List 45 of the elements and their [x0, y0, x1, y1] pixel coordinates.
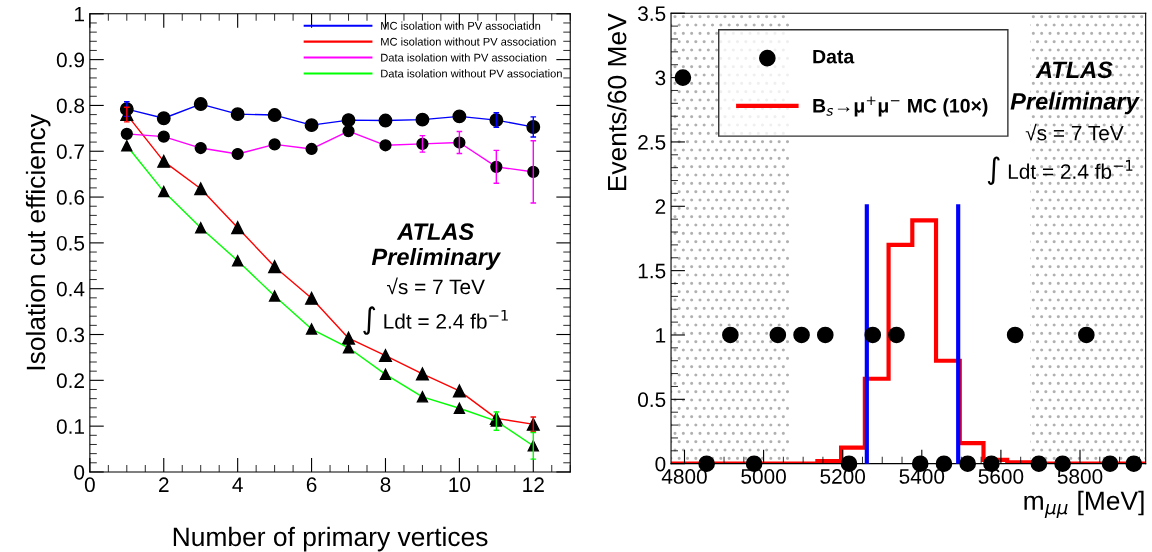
x-tick-label: 6: [306, 477, 317, 493]
x-tick-label: 0: [84, 477, 95, 493]
x-tick-label: 2: [159, 477, 169, 492]
y-tick-label: 0.6: [56, 190, 85, 205]
x-axis-title: Number of primary vertices: [173, 526, 488, 552]
y-tick-label: 3.5: [638, 6, 666, 21]
y-tick-label: 1: [75, 7, 84, 22]
annotation: ∫ Ldt = 2.4 fb$^{−1}$: [363, 306, 508, 335]
y-axis-title: Isolation cut efficiency: [25, 114, 51, 370]
annotation: ATLAS: [396, 223, 474, 241]
y-tick-label: 0.9: [56, 52, 85, 68]
annotation: √s = 7 TeV: [1025, 123, 1124, 141]
y-tick-label: 0.5: [638, 392, 666, 408]
legend-label: B$_{s}$→μ$^{+}$μ$^{−}$ MC (10×): [813, 96, 988, 117]
y-tick-label: 1.5: [638, 263, 666, 279]
legend-label: Data isolation with PV association: [381, 53, 547, 62]
y-axis-title: Events/60 MeV: [607, 13, 627, 191]
x-axis-title: m$_{μμ}$ [MeV]: [1024, 490, 1144, 519]
y-tick-label: 0.5: [56, 235, 85, 251]
y-tick-label: 1: [656, 328, 666, 343]
x-tick-label: 5400: [899, 469, 945, 484]
y-tick-label: 0.1: [56, 419, 84, 434]
x-tick-label: 5600: [978, 469, 1024, 484]
annotation: Preliminary: [371, 247, 502, 270]
annotation: Preliminary: [1010, 92, 1140, 115]
x-tick-label: 10: [449, 477, 471, 493]
y-tick-label: 2.5: [638, 134, 666, 150]
y-tick-label: 0.4: [56, 281, 85, 297]
x-tick-label: 5200: [820, 469, 866, 484]
y-tick-label: 3: [655, 70, 666, 86]
legend-label: MC isolation without PV association: [381, 37, 556, 46]
y-tick-label: 0.7: [56, 144, 84, 159]
y-tick-label: 0.2: [56, 373, 84, 389]
legend-label: Data isolation without PV association: [381, 69, 562, 78]
x-tick-label: 8: [380, 477, 391, 493]
legend-label: Data: [813, 49, 855, 64]
x-tick-label: 12: [523, 477, 544, 492]
annotation: √s = 7 TeV: [387, 277, 485, 295]
annotation: ATLAS: [1035, 61, 1113, 79]
y-tick-label: 0.8: [56, 98, 85, 114]
annotation: ∫ Ldt = 2.4 fb$^{−1}$: [987, 156, 1133, 185]
y-tick-label: 0.3: [56, 327, 85, 343]
y-tick-label: 2: [655, 199, 666, 214]
x-tick-label: 5000: [741, 469, 786, 484]
x-tick-label: 4: [232, 477, 243, 492]
